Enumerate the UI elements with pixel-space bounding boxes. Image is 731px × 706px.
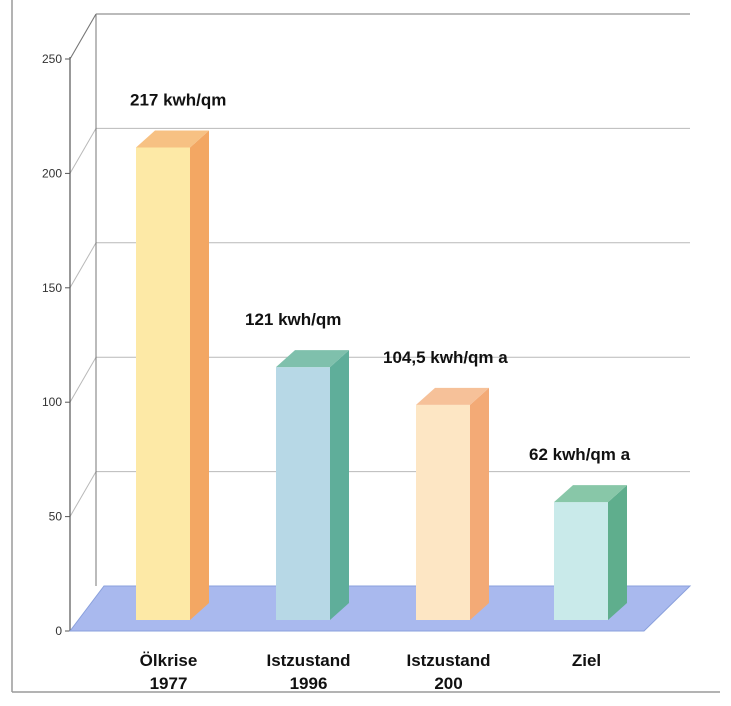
y-tick-label: 250	[42, 52, 62, 66]
bar-side-face	[470, 387, 489, 620]
y-tick-label: 50	[49, 510, 63, 524]
bar-front-face	[276, 367, 330, 620]
bar-front-face	[416, 404, 470, 620]
x-category-label: Istzustand	[266, 651, 350, 670]
data-label: 104,5 kwh/qm a	[383, 348, 508, 367]
data-label: 121 kwh/qm	[245, 310, 341, 329]
y-tick-label: 100	[42, 395, 62, 409]
bars-layer	[136, 130, 627, 620]
x-category-label: 1977	[150, 674, 188, 693]
data-label: 217 kwh/qm	[130, 91, 226, 110]
side-wall-top-edge	[69, 13, 97, 60]
y-tick-label: 0	[55, 624, 62, 638]
bar-top-face	[136, 130, 209, 148]
x-category-label: 1996	[290, 674, 328, 693]
x-category-label: 200	[434, 674, 462, 693]
chart-floor	[68, 585, 692, 632]
bar-side-face	[608, 485, 627, 620]
bar-top-face	[276, 350, 349, 368]
bar	[276, 350, 349, 620]
gridline-side	[69, 356, 97, 403]
bar-front-face	[554, 502, 608, 620]
bar	[136, 130, 209, 620]
labels-layer: 0 50 100 150 200 250 217 kwh/qm Ölkrise 1977 121 …	[42, 52, 631, 693]
y-tick-label: 150	[42, 281, 62, 295]
bar-top-face	[416, 387, 489, 405]
x-category-label: Ziel	[572, 651, 601, 670]
x-category-label: Istzustand	[406, 651, 490, 670]
bar	[416, 387, 489, 620]
bar-side-face	[190, 130, 209, 620]
gridline-side	[69, 128, 97, 174]
gridline-side	[69, 242, 97, 289]
data-label: 62 kwh/qm a	[529, 445, 631, 464]
y-tick-label: 200	[42, 166, 62, 180]
bar	[554, 485, 627, 620]
bar-front-face	[136, 147, 190, 620]
x-category-label: Ölkrise	[140, 651, 198, 670]
floor-layer	[68, 585, 692, 632]
gridline-side	[69, 471, 97, 517]
bar-top-face	[554, 485, 627, 503]
bar-side-face	[330, 350, 349, 620]
